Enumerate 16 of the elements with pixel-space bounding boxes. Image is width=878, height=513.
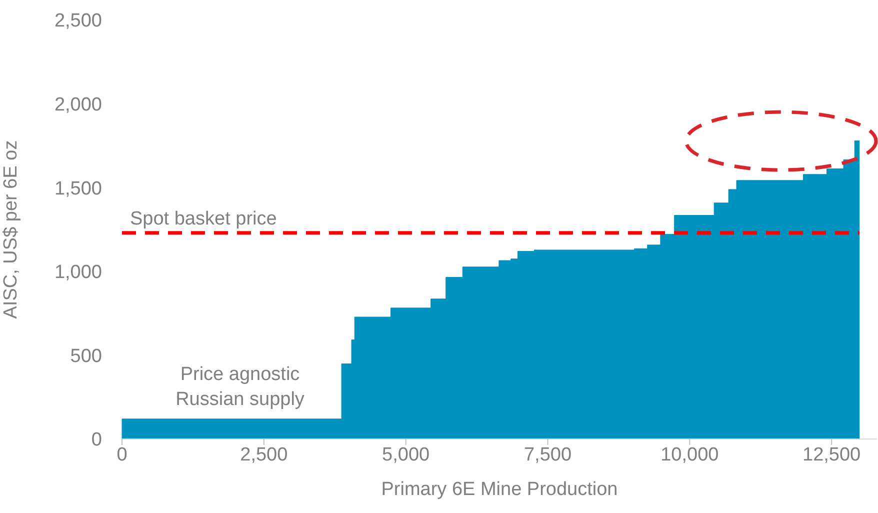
y-tick-label: 500 <box>70 346 102 367</box>
x-tick-label: 10,000 <box>660 444 719 466</box>
y-tick-label: 2,000 <box>54 94 102 116</box>
x-tick-label: 7,500 <box>524 444 572 466</box>
ref-line-label: Spot basket price <box>130 208 277 230</box>
x-tick-label: 12,500 <box>802 444 861 466</box>
annotation: Price agnostic Russian supply <box>174 363 306 412</box>
y-tick-label: 1,000 <box>54 262 102 284</box>
x-tick-label: 5,000 <box>382 444 430 466</box>
x-tick-label: 2,500 <box>240 444 288 466</box>
y-tick-label: 0 <box>91 430 102 451</box>
y-tick-label: 1,500 <box>54 178 102 200</box>
y-axis-title: AISC, US$ per 6E oz <box>0 140 22 319</box>
x-axis-title: Primary 6E Mine Production <box>381 479 618 500</box>
y-tick-label: 2,500 <box>54 10 102 32</box>
x-tick-label: 0 <box>116 444 128 466</box>
